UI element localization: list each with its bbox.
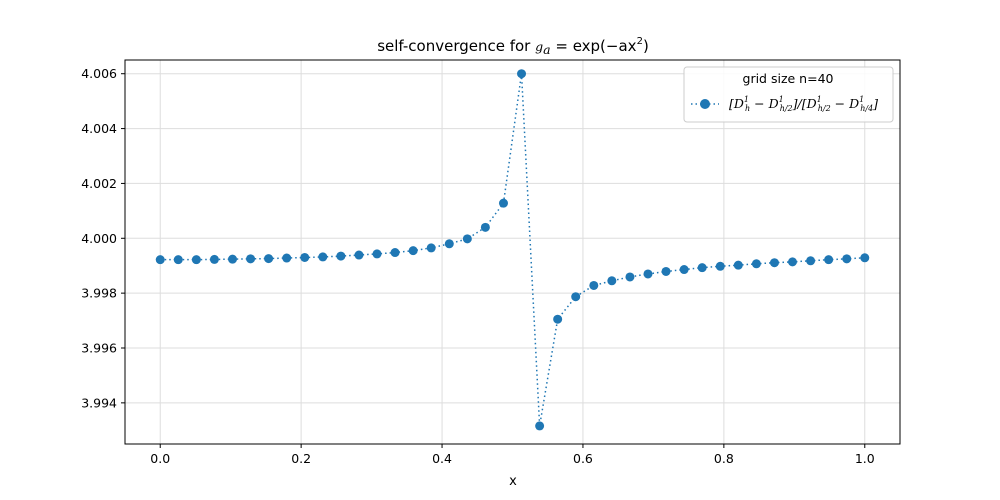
data-point [679,265,689,275]
data-point [498,198,508,208]
chart-title-math-sup: 2 [637,36,643,47]
series-line [160,73,865,427]
data-point [787,257,797,267]
data-point [300,252,310,262]
plot-frame [124,59,901,445]
x-tick-label: 1.0 [855,451,875,466]
data-point [842,254,852,264]
legend-title: grid size n=40 [743,71,834,86]
data-point [408,246,418,256]
chart-title-math-rest: = exp(−ax [551,37,637,55]
legend-swatch-marker [700,99,710,109]
data-point [607,276,617,286]
chart-title-text: self-convergence for [377,37,535,55]
data-point [173,255,183,265]
legend-box [683,66,894,123]
data-point [715,261,725,271]
data-point [625,272,635,282]
x-tick-label: 0.6 [573,451,593,466]
x-tick-label: 0.8 [714,451,734,466]
y-axis: 3.994 3.996 3.998 4.000 4.002 4.004 4.006 [81,66,125,410]
data-point [336,251,346,261]
x-tick-label: 0.4 [432,451,452,466]
y-tick-label: 4.006 [81,66,117,81]
data-point [390,248,400,258]
data-point [571,292,581,302]
data-point [228,254,238,264]
data-point [462,234,472,244]
y-tick-label: 3.994 [81,395,117,410]
y-tick-label: 3.998 [81,286,117,301]
data-point [535,421,545,431]
data-point [444,239,454,249]
data-point [318,252,328,262]
legend-entry: [D1 h − D1 h/2]/[D1 h/2 − D1 h/4] [729,95,878,113]
x-tick-label: 0.0 [150,451,170,466]
chart-title-math-close: ) [643,37,649,55]
data-point [824,255,834,265]
x-axis: 0.0 0.2 0.4 0.6 0.8 1.0 [150,444,875,466]
data-point [426,243,436,253]
data-point [751,259,761,269]
data-point [246,254,256,264]
data-point [661,266,671,276]
chart-title-math: g [535,39,543,54]
data-point [769,258,779,268]
data-point [264,254,274,264]
data-point [806,256,816,266]
x-tick-label: 0.2 [291,451,311,466]
data-point [733,260,743,270]
y-tick-label: 4.004 [81,121,117,136]
series-points [155,69,870,431]
data-point [209,254,219,264]
legend: grid size n=40 [D1 h − D1 h/2]/[D1 h/2 − D1… [683,66,894,123]
data-point [517,69,527,79]
data-point [643,269,653,279]
data-point [553,314,563,324]
chart-title-math-sub: a [543,42,550,57]
data-point [860,253,870,263]
data-point [372,249,382,259]
data-point [589,280,599,290]
y-tick-label: 3.996 [81,341,117,356]
y-tick-label: 4.002 [81,176,117,191]
chart-title: self-convergence for ga = exp(−ax2) [377,36,649,57]
y-tick-label: 4.000 [81,231,117,246]
data-point [191,255,201,265]
data-point [480,222,490,232]
x-axis-label: x [509,474,517,489]
data-point [697,263,707,273]
data-point [354,250,364,260]
data-point [282,253,292,263]
data-point [155,255,165,265]
